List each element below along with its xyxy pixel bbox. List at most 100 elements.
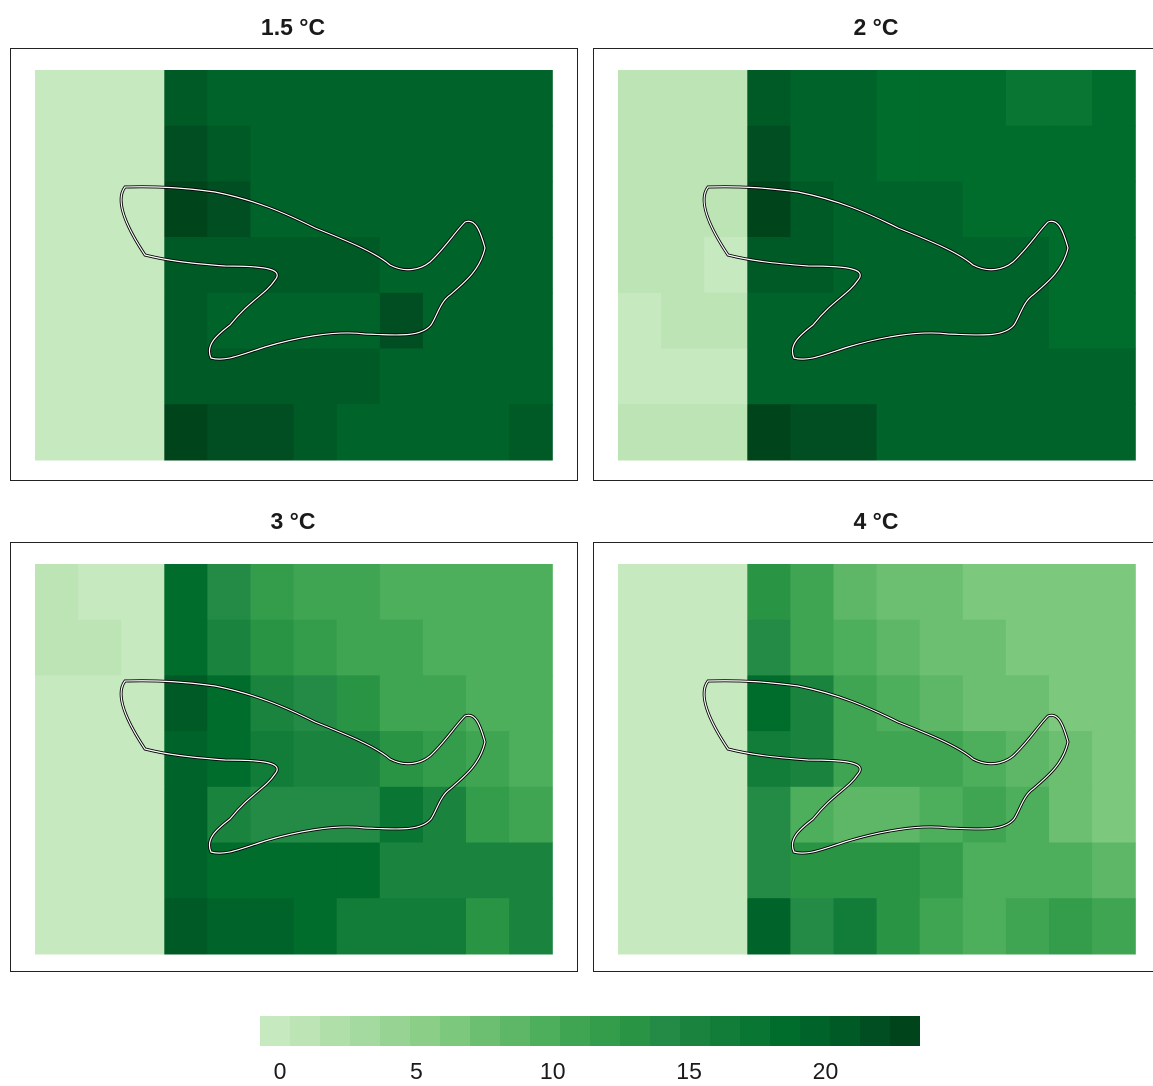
heatmap-cell	[919, 292, 964, 350]
heatmap-cell	[790, 70, 835, 127]
heatmap-cell	[790, 125, 835, 182]
heatmap-cell	[164, 842, 208, 899]
heatmap-cell	[833, 125, 878, 182]
heatmap-cell	[466, 619, 510, 676]
heatmap-cell	[704, 404, 748, 461]
heatmap-cell	[121, 898, 165, 955]
heatmap-cell	[379, 675, 424, 732]
heatmap-cell	[509, 731, 553, 788]
colorbar-tick-5: 5	[409, 1058, 423, 1084]
heatmap-cell	[121, 842, 165, 899]
heatmap-cell	[336, 898, 381, 955]
heatmap-cell	[1092, 786, 1136, 844]
heatmap-cell	[379, 292, 424, 350]
heatmap-cell	[919, 404, 964, 461]
heatmap-cell	[618, 348, 662, 405]
heatmap-cell	[164, 898, 208, 955]
heatmap-cell	[1092, 292, 1136, 350]
outline-line	[703, 186, 1069, 360]
heatmap-cell	[747, 786, 791, 844]
heatmap-cells	[618, 70, 1136, 461]
heatmap-cell	[293, 404, 338, 461]
panel-title-4: 4 °C	[853, 508, 899, 534]
heatmap-cell	[618, 786, 662, 844]
map-panel-2	[593, 48, 1153, 481]
heatmap-cell	[747, 70, 791, 127]
heatmap-cell	[1005, 125, 1050, 182]
heatmap-cell	[618, 70, 662, 127]
heatmap-cell	[121, 564, 165, 621]
heatmap-cell	[207, 564, 252, 621]
heatmap-cell	[207, 125, 252, 182]
heatmap-cell	[962, 786, 1007, 844]
colorbar-segment	[830, 1016, 861, 1046]
heatmap-cell	[336, 70, 381, 127]
heatmap-cell	[1092, 70, 1136, 127]
heatmap-cell	[164, 786, 208, 844]
heatmap-cell	[121, 348, 165, 405]
colorbar-segment	[590, 1016, 621, 1046]
heatmap-cell	[618, 842, 662, 899]
heatmap-cell	[704, 842, 748, 899]
heatmap-cell	[250, 125, 295, 182]
heatmap-cell	[747, 898, 791, 955]
heatmap-cell	[876, 564, 921, 621]
heatmap-cell	[876, 348, 921, 405]
heatmap-cell	[962, 898, 1007, 955]
heatmap-cell	[876, 70, 921, 127]
colorbar-segment	[710, 1016, 741, 1046]
heatmap-cell	[121, 70, 165, 127]
heatmap-cell	[250, 842, 295, 899]
heatmap-cell	[293, 125, 338, 182]
heatmap-cell	[704, 125, 748, 182]
heatmap-cell	[35, 731, 79, 788]
colorbar-segment	[290, 1016, 321, 1046]
heatmap-cell	[747, 842, 791, 899]
heatmap-cell	[618, 125, 662, 182]
heatmap-cell	[509, 564, 553, 621]
heatmap-cell	[962, 564, 1007, 621]
heatmap-cell	[833, 564, 878, 621]
heatmap-cell	[164, 292, 208, 350]
outline-line	[703, 680, 1069, 854]
heatmap-cell	[78, 125, 122, 182]
heatmap-cell	[1049, 564, 1093, 621]
heatmap-cell	[466, 70, 510, 127]
heatmap-cell	[379, 842, 424, 899]
heatmap-cell	[1092, 125, 1136, 182]
heatmap-cell	[833, 70, 878, 127]
heatmap-cell	[919, 786, 964, 844]
heatmap-cell	[35, 619, 79, 676]
colorbar-segment	[740, 1016, 771, 1046]
colorbar-segment	[680, 1016, 711, 1046]
heatmap-svg-4	[618, 564, 1136, 955]
heatmap-cell	[618, 731, 662, 788]
colorbar-segment	[440, 1016, 471, 1046]
colorbar-segment	[350, 1016, 381, 1046]
heatmap-svg-3	[35, 564, 553, 955]
heatmap-cell	[422, 564, 467, 621]
heatmap-cell	[250, 404, 295, 461]
colorbar-segment	[650, 1016, 681, 1046]
heatmap-cell	[618, 675, 662, 732]
heatmap-cell	[833, 619, 878, 676]
heatmap-cell	[78, 70, 122, 127]
heatmap-cell	[790, 898, 835, 955]
heatmap-cell	[661, 292, 705, 350]
heatmap-svg-1	[35, 70, 553, 461]
heatmap-cell	[466, 675, 510, 732]
heatmap-cell	[1092, 237, 1136, 294]
heatmap-cell	[164, 619, 208, 676]
heatmap-cell	[704, 348, 748, 405]
landmass-outline	[702, 185, 1070, 361]
heatmap-cell	[509, 237, 553, 294]
panel-title-1: 1.5 °C	[260, 14, 326, 40]
heatmap-cell	[35, 404, 79, 461]
heatmap-cell	[1049, 786, 1093, 844]
heatmap-cell	[121, 786, 165, 844]
heatmap-cell	[661, 731, 705, 788]
heatmap-cell	[164, 404, 208, 461]
heatmap-cell	[919, 125, 964, 182]
colorbar-segment	[380, 1016, 411, 1046]
heatmap-cell	[618, 898, 662, 955]
